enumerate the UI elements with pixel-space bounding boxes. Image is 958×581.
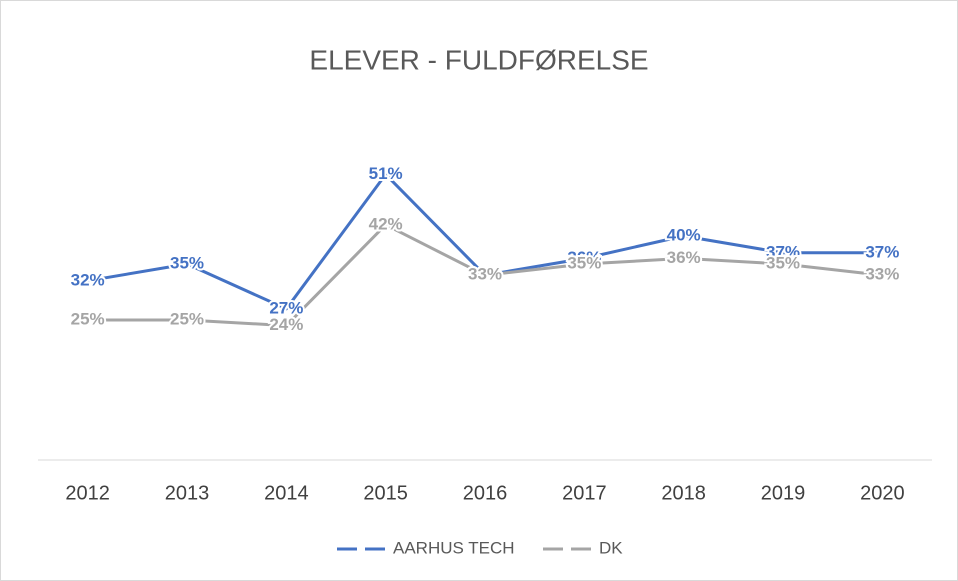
data-label: 36% <box>567 248 601 267</box>
x-tick-label: 2013 <box>165 482 210 504</box>
data-label: 33% <box>468 265 502 284</box>
x-tick-label: 2019 <box>761 482 806 504</box>
x-tick-label: 2016 <box>463 482 508 504</box>
data-label: 36% <box>667 248 701 267</box>
data-label: 27% <box>269 298 303 317</box>
data-label: 35% <box>567 253 601 272</box>
x-tick-label: 2018 <box>661 482 706 504</box>
legend-label: AARHUS TECH <box>393 538 515 557</box>
data-label: 37% <box>865 242 899 261</box>
chart-title: ELEVER - FULDFØRELSE <box>309 44 648 75</box>
x-tick-label: 2017 <box>562 482 607 504</box>
series-line <box>87 223 883 328</box>
data-label: 24% <box>269 315 303 334</box>
data-label: 32% <box>71 270 105 289</box>
x-tick-label: 2015 <box>363 482 408 504</box>
data-label: 33% <box>865 265 899 284</box>
data-label: 40% <box>667 225 701 244</box>
x-tick-label: 2014 <box>264 482 309 504</box>
data-label: 37% <box>766 242 800 261</box>
data-label: 35% <box>766 253 800 272</box>
data-label: 51% <box>369 164 403 183</box>
data-label: 42% <box>369 214 403 233</box>
data-label: 35% <box>170 253 204 272</box>
data-label: 25% <box>71 309 105 328</box>
data-label: 33% <box>468 265 502 284</box>
x-tick-label: 2012 <box>65 482 110 504</box>
x-tick-label: 2020 <box>860 482 905 504</box>
legend-label: DK <box>599 538 623 557</box>
data-label: 25% <box>170 309 204 328</box>
